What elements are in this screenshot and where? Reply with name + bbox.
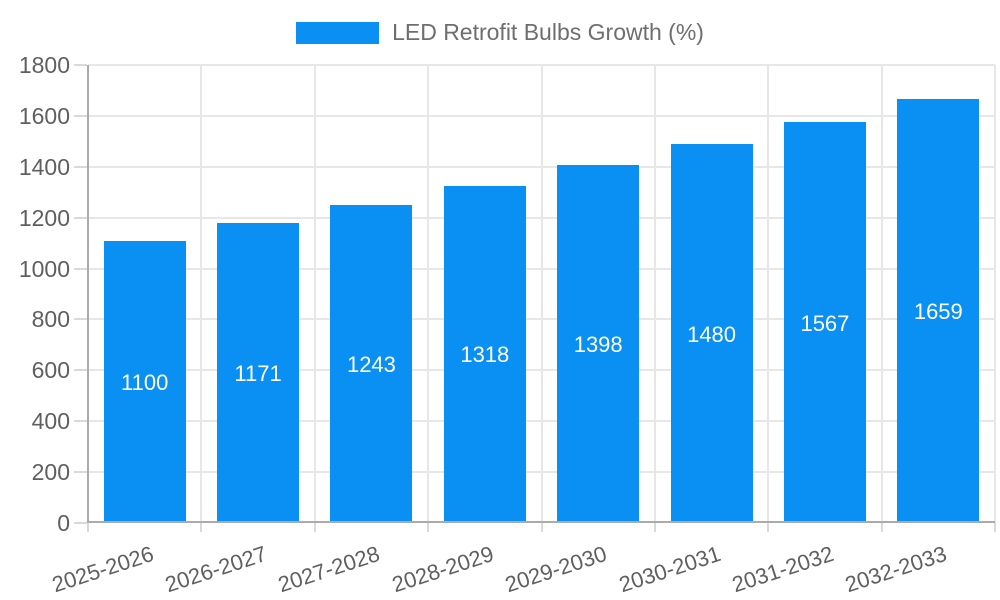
gridline-v <box>653 65 656 523</box>
bar[interactable] <box>557 165 640 521</box>
x-tick <box>200 523 203 532</box>
y-axis-label: 600 <box>31 357 70 384</box>
bar-value-label: 1659 <box>913 298 963 324</box>
y-tick <box>74 420 87 423</box>
x-tick <box>427 523 430 532</box>
y-tick <box>74 216 87 219</box>
legend: LED Retrofit Bulbs Growth (%) <box>0 19 1000 46</box>
x-axis-line <box>88 521 995 523</box>
y-tick <box>74 114 87 117</box>
y-axis-label: 400 <box>31 408 70 435</box>
x-tick <box>994 523 996 532</box>
y-tick <box>74 64 87 66</box>
bar[interactable] <box>783 122 866 521</box>
y-axis-label: 1000 <box>18 255 70 282</box>
plot-area: 1100 1171 1243 1318 1398 1480 1567 1659 0 200 400 6… <box>19 52 996 597</box>
y-tick <box>74 471 87 474</box>
x-tick <box>87 523 89 532</box>
y-tick <box>74 318 87 321</box>
bar[interactable] <box>670 144 753 521</box>
y-tick <box>74 522 87 524</box>
legend-swatch <box>296 21 380 44</box>
y-axis-label: 1200 <box>18 204 70 231</box>
gridline-v <box>200 65 203 523</box>
bar-value-label: 1318 <box>460 342 510 368</box>
gridline-v <box>313 65 316 523</box>
y-tick <box>74 165 87 168</box>
bar[interactable] <box>217 223 300 521</box>
gridline-v <box>994 65 996 523</box>
gridline-v <box>427 65 430 523</box>
y-axis-line <box>87 65 89 523</box>
bar[interactable] <box>330 204 413 521</box>
bar-value-label: 1243 <box>346 351 396 377</box>
bar[interactable] <box>103 241 186 521</box>
x-tick <box>313 523 316 532</box>
y-axis-label: 1600 <box>18 102 70 129</box>
gridline-v <box>767 65 770 523</box>
y-axis-label: 0 <box>57 510 70 536</box>
y-axis-label: 200 <box>31 459 70 486</box>
legend-series-label: LED Retrofit Bulbs Growth (%) <box>392 19 704 45</box>
bar[interactable] <box>897 98 980 521</box>
x-tick <box>540 523 543 532</box>
y-axis-label: 1400 <box>18 153 70 180</box>
x-tick <box>767 523 770 532</box>
bar-value-label: 1567 <box>800 310 850 336</box>
bar-value-label: 1100 <box>121 370 169 396</box>
bar-value-label: 1480 <box>687 321 737 347</box>
y-axis-label: 1800 <box>18 52 70 78</box>
bar[interactable] <box>443 185 526 521</box>
bar-value-label: 1171 <box>234 361 282 387</box>
gridline-v <box>880 65 883 523</box>
x-tick <box>880 523 883 532</box>
gridline-v <box>540 65 543 523</box>
x-tick <box>653 523 656 532</box>
y-tick <box>74 267 87 270</box>
bar-value-label: 1398 <box>573 332 623 358</box>
y-tick <box>74 369 87 372</box>
y-axis-label: 800 <box>31 306 70 333</box>
